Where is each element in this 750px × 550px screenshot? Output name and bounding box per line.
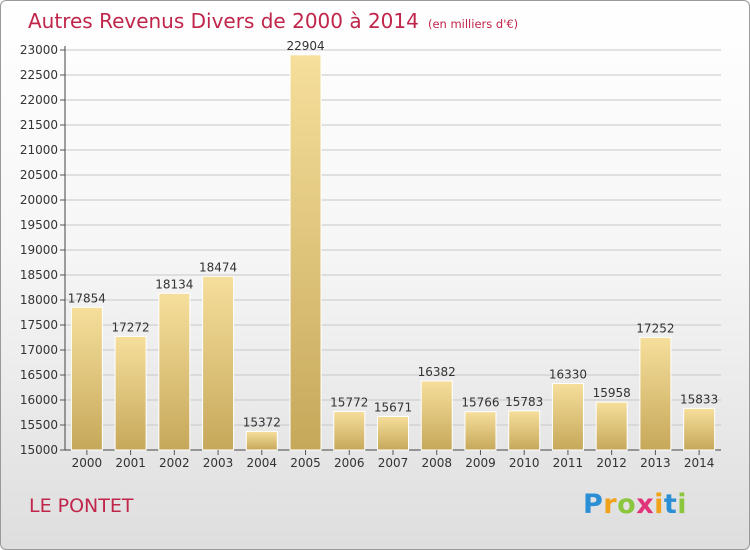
y-tick-label: 18500 xyxy=(20,268,58,282)
logo-letter: t xyxy=(663,489,678,520)
x-tick-label: 2013 xyxy=(640,456,671,470)
title-text: Autres Revenus Divers de 2000 à 2014 xyxy=(28,9,419,33)
bar xyxy=(508,410,541,451)
bar xyxy=(333,410,366,451)
bar xyxy=(639,336,672,451)
place-label: LE PONTET xyxy=(29,495,134,517)
x-tick-label: 2005 xyxy=(290,456,321,470)
bar-value-label: 15772 xyxy=(330,395,368,409)
x-tick-label: 2011 xyxy=(553,456,584,470)
bar-value-label: 15783 xyxy=(505,395,543,409)
bar-value-label: 15671 xyxy=(374,400,412,414)
y-tick-label: 17000 xyxy=(20,343,58,357)
bar-value-label: 15372 xyxy=(243,415,281,429)
x-tick-label: 2003 xyxy=(203,456,234,470)
bar xyxy=(420,380,453,451)
x-tick-label: 2008 xyxy=(421,456,452,470)
y-tick-label: 17500 xyxy=(20,318,58,332)
bar-value-label: 17854 xyxy=(68,291,106,305)
bar xyxy=(289,54,322,451)
bar xyxy=(70,306,103,451)
logo-letter: P xyxy=(583,489,604,520)
bar-value-label: 16382 xyxy=(418,365,456,379)
x-tick-label: 2014 xyxy=(684,456,715,470)
bar xyxy=(464,411,497,451)
bar xyxy=(551,383,584,451)
y-tick-label: 15500 xyxy=(20,418,58,432)
bar xyxy=(683,407,716,451)
x-tick-label: 2004 xyxy=(247,456,278,470)
y-tick-label: 21500 xyxy=(20,118,58,132)
chart-title: Autres Revenus Divers de 2000 à 2014 (en… xyxy=(28,9,518,33)
y-tick-label: 18000 xyxy=(20,293,58,307)
bar-value-label: 17272 xyxy=(112,320,150,334)
bar-value-label: 15833 xyxy=(680,392,718,406)
y-tick-label: 21000 xyxy=(20,143,58,157)
x-tick-label: 2001 xyxy=(115,456,146,470)
subtitle-text: (en milliers d'€) xyxy=(427,17,519,31)
y-tick-label: 16000 xyxy=(20,393,58,407)
proxiti-logo: Proxiti xyxy=(583,489,687,520)
y-tick-label: 19500 xyxy=(20,218,58,232)
x-tick-label: 2007 xyxy=(378,456,409,470)
y-tick-label: 16500 xyxy=(20,368,58,382)
y-tick-label: 15000 xyxy=(20,443,58,457)
x-tick-label: 2010 xyxy=(509,456,540,470)
x-tick-label: 2012 xyxy=(596,456,627,470)
bar-value-label: 18134 xyxy=(155,277,193,291)
bar-value-label: 15958 xyxy=(593,386,631,400)
bar xyxy=(114,335,147,451)
y-tick-label: 20500 xyxy=(20,168,58,182)
logo-letter: r xyxy=(603,489,618,520)
bar xyxy=(245,430,278,451)
y-tick-label: 22500 xyxy=(20,68,58,82)
bar-value-label: 16330 xyxy=(549,368,587,382)
x-tick-label: 2006 xyxy=(334,456,365,470)
y-tick-label: 23000 xyxy=(20,43,58,57)
bar xyxy=(377,415,409,451)
logo-letter: i xyxy=(677,489,688,520)
y-tick-label: 19000 xyxy=(20,243,58,257)
logo-letter: i xyxy=(654,489,664,520)
x-tick-label: 2009 xyxy=(465,456,496,470)
bar-value-label: 15766 xyxy=(461,396,499,410)
bar xyxy=(158,292,191,451)
x-tick-label: 2000 xyxy=(72,456,103,470)
y-tick-label: 20000 xyxy=(20,193,58,207)
bar xyxy=(595,401,628,451)
y-tick-label: 22000 xyxy=(20,93,58,107)
bar xyxy=(202,275,235,451)
logo-letter: x xyxy=(636,489,655,520)
bar-value-label: 17252 xyxy=(636,321,674,335)
bar-value-label: 22904 xyxy=(286,39,324,53)
logo-letter: o xyxy=(617,489,637,520)
x-tick-label: 2002 xyxy=(159,456,190,470)
bar-value-label: 18474 xyxy=(199,260,237,274)
